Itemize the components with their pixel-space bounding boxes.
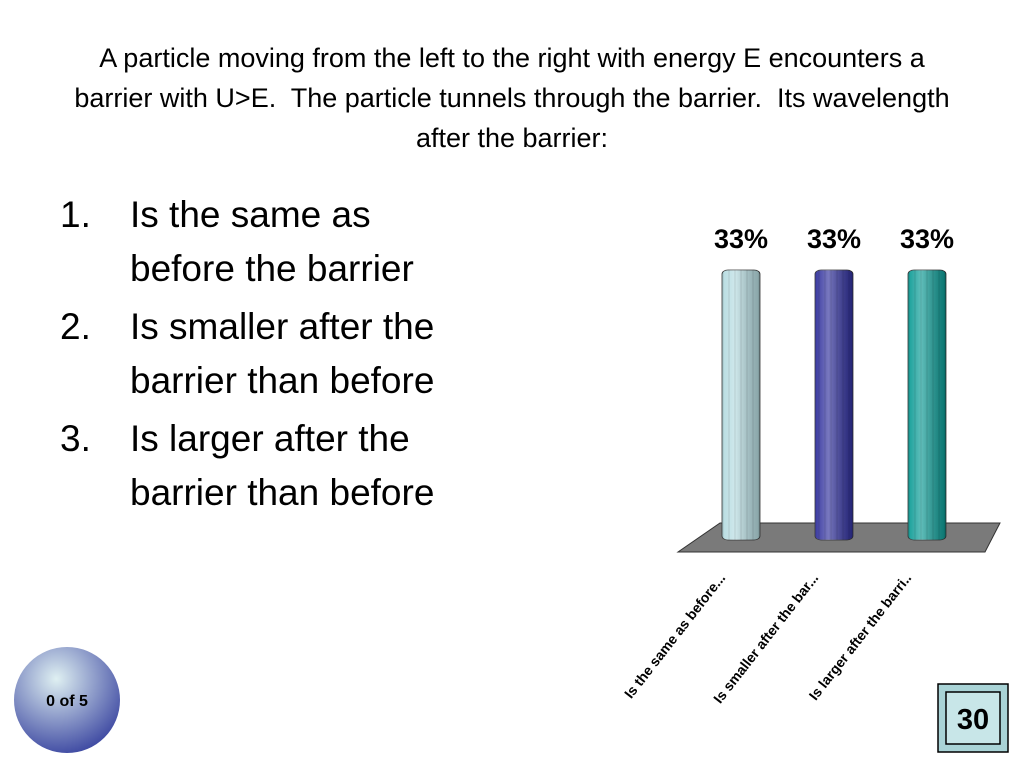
value-label: 33% bbox=[900, 224, 954, 254]
bar-stripes bbox=[722, 270, 760, 540]
category-label: Is smaller after the bar... bbox=[710, 570, 821, 706]
countdown: 30 bbox=[957, 704, 989, 736]
question-title: A particle moving from the left to the r… bbox=[74, 43, 958, 153]
bar-stripes bbox=[908, 270, 946, 540]
option-number: 1. bbox=[60, 194, 91, 235]
bar-stripes bbox=[815, 270, 853, 540]
option-text: Is smaller after the barrier than before bbox=[130, 306, 435, 401]
response-counter-badge bbox=[14, 647, 120, 753]
option-text: Is the same as before the barrier bbox=[130, 194, 414, 289]
option-text: Is larger after the barrier than before bbox=[130, 418, 435, 513]
option: 1. Is the same as before the barrier bbox=[60, 188, 500, 296]
category-label: Is larger after the barri.. bbox=[805, 570, 914, 703]
option: 2. Is smaller after the barrier than befo… bbox=[60, 300, 500, 408]
value-label: 33% bbox=[714, 224, 768, 254]
category-label: Is the same as before... bbox=[621, 570, 728, 701]
option-number: 2. bbox=[60, 306, 91, 347]
option-number: 3. bbox=[60, 418, 91, 459]
options-list: 1. Is the same as before the barrier 2. Is … bbox=[60, 188, 500, 524]
value-label: 33% bbox=[807, 224, 861, 254]
option: 3. Is larger after the barrier than befor… bbox=[60, 412, 500, 520]
response-counter: 0 of 5 bbox=[46, 693, 88, 710]
countdown-inner bbox=[945, 691, 1001, 745]
